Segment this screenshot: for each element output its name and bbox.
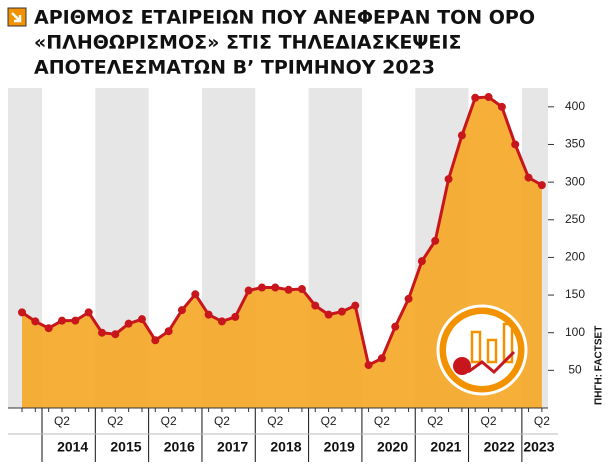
year-label: 2014 xyxy=(57,439,88,455)
point xyxy=(191,290,200,299)
title-icon-arrow xyxy=(11,12,22,23)
point xyxy=(57,316,66,325)
year-label: 2018 xyxy=(270,439,301,455)
x-tick-label: Q2 xyxy=(534,414,550,428)
year-label: 2023 xyxy=(523,439,554,455)
point xyxy=(31,317,40,326)
point xyxy=(484,93,493,102)
point xyxy=(97,328,106,337)
x-tick-label: Q2 xyxy=(54,414,70,428)
point xyxy=(244,286,253,295)
icon xyxy=(436,304,528,396)
point xyxy=(124,319,133,328)
point xyxy=(471,93,480,102)
point xyxy=(71,316,80,325)
y-tick-label: 200 xyxy=(565,250,585,264)
y-tick-label: 300 xyxy=(565,174,585,188)
point xyxy=(177,306,186,315)
chart-title: ΑΡΙΘΜΟΣ ΕΤΑΙΡΕΙΩΝ ΠΟΥ ΑΝΕΦΕΡΑΝ ΤΟΝ ΟΡΟ xyxy=(34,7,535,29)
year-label: 2016 xyxy=(164,439,195,455)
x-tick-label: Q2 xyxy=(427,414,443,428)
point xyxy=(324,310,333,319)
x-tick-label: Q2 xyxy=(374,414,390,428)
point xyxy=(151,336,160,345)
y-tick-label: 50 xyxy=(568,363,582,377)
point xyxy=(364,361,373,370)
point xyxy=(311,301,320,310)
y-tick-label: 250 xyxy=(565,212,585,226)
source: ΠΗΓΗ: FACTSET xyxy=(594,326,605,405)
point xyxy=(137,315,146,324)
chart-title: «ΠΛΗΘΩΡΙΣΜΟΣ» ΣΤΙΣ ΤΗΛΕΔΙΑΣΚΕΨΕΙΣ xyxy=(34,32,461,54)
point xyxy=(271,283,280,292)
year-label: 2022 xyxy=(484,439,515,455)
point xyxy=(377,354,386,363)
x-tick-label: Q2 xyxy=(481,414,497,428)
area-fill xyxy=(22,97,542,409)
point xyxy=(537,181,546,190)
x-tick-label: Q2 xyxy=(321,414,337,428)
year-label: 2021 xyxy=(430,439,461,455)
x-tick-label: Q2 xyxy=(107,414,123,428)
y-tick-label: 400 xyxy=(565,99,585,113)
point xyxy=(457,131,466,140)
point xyxy=(351,301,360,310)
point xyxy=(231,312,240,321)
point xyxy=(431,236,440,245)
year-label: 2015 xyxy=(110,439,141,455)
year-label: 2019 xyxy=(324,439,355,455)
point xyxy=(164,327,173,336)
point xyxy=(404,294,413,303)
point xyxy=(497,102,506,111)
point xyxy=(417,257,426,266)
x-tick-label: Q2 xyxy=(161,414,177,428)
point xyxy=(444,175,453,184)
point xyxy=(297,285,306,294)
point xyxy=(524,173,533,182)
point xyxy=(337,307,346,316)
y-tick-label: 350 xyxy=(565,137,585,151)
point xyxy=(111,330,120,339)
x-tick-label: Q2 xyxy=(267,414,283,428)
y-tick-label: 150 xyxy=(565,287,585,301)
point xyxy=(511,140,520,149)
line xyxy=(21,95,543,368)
point xyxy=(391,322,400,331)
point xyxy=(44,324,53,333)
x-tick-label: Q2 xyxy=(214,414,230,428)
point xyxy=(204,310,213,319)
point xyxy=(18,308,26,317)
point xyxy=(84,308,93,317)
point xyxy=(284,285,293,294)
year-label: 2020 xyxy=(377,439,408,455)
point xyxy=(257,283,266,292)
point xyxy=(217,317,226,326)
chart-title: ΑΠΟΤΕΛΕΣΜΑΤΩΝ Β’ ΤΡΙΜΗΝΟΥ 2023 xyxy=(34,57,435,79)
year-label: 2017 xyxy=(217,439,248,455)
y-tick-label: 100 xyxy=(565,325,585,339)
